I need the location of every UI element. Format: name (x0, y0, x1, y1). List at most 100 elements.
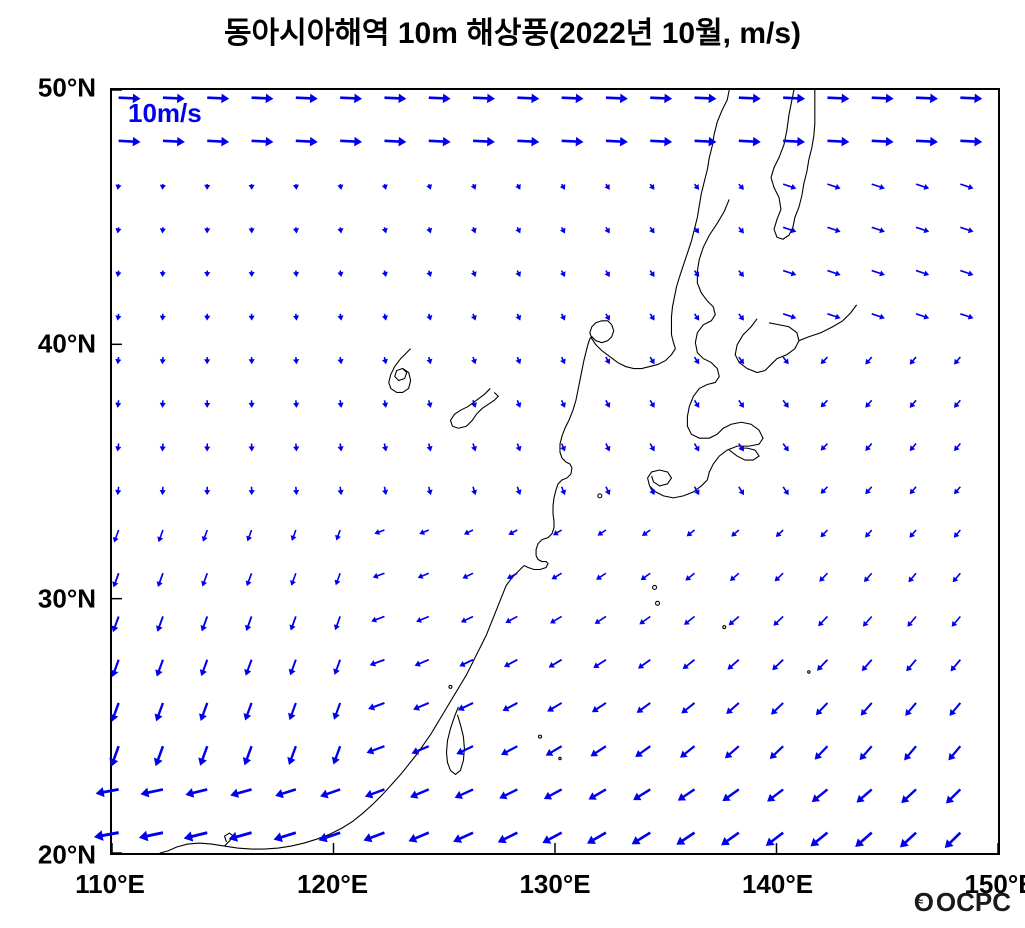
wind-arrow-head (443, 137, 451, 146)
wind-arrow-head (427, 490, 433, 496)
wind-arrow-head (249, 228, 255, 233)
wind-arrow-head (382, 490, 388, 495)
wind-arrow-head (293, 446, 299, 451)
wind-arrow-head (115, 315, 121, 320)
x-tick-label-120: 120°E (297, 869, 368, 900)
x-tick-label-140: 140°E (742, 869, 813, 900)
wind-arrow-head (221, 137, 229, 146)
wind-arrow-head (797, 94, 805, 103)
wind-arrow-head (185, 788, 194, 797)
wind-arrow-head (354, 94, 362, 103)
wind-arrow-head (293, 490, 299, 495)
wind-arrow-head (354, 137, 362, 146)
wind-arrow-layer (112, 90, 998, 853)
wind-arrow-head (398, 94, 406, 103)
wind-arrow-head (293, 315, 299, 320)
wind-arrow-head (266, 94, 274, 103)
wind-arrow-head (337, 359, 343, 364)
wind-arrow-head (337, 228, 343, 233)
wind-arrow-head (487, 137, 495, 146)
wind-arrow-head (337, 315, 343, 320)
wind-arrow-head (204, 446, 210, 451)
wind-arrow-head (160, 228, 166, 233)
wind-arrow-head (160, 315, 166, 320)
wind-arrow-head (115, 403, 121, 408)
wind-arrow-head (160, 359, 166, 364)
wind-arrow-head (229, 832, 238, 842)
wind-arrow-head (204, 403, 210, 408)
wind-arrow-head (249, 185, 255, 190)
wind-arrow-head (337, 184, 343, 189)
wind-arrow-head (293, 272, 299, 277)
wind-arrow-head (230, 789, 239, 798)
wind-arrow-head (204, 228, 210, 233)
wind-arrow-head (249, 446, 255, 451)
wind-arrow-head (620, 94, 628, 103)
wind-arrow-head (930, 137, 938, 146)
wind-arrow-head (140, 788, 149, 798)
wind-arrow-head (487, 94, 495, 103)
wind-arrow-head (293, 228, 299, 233)
wind-arrow-head (382, 271, 388, 277)
wind-arrow-head (115, 184, 121, 189)
wind-arrow-head (576, 94, 584, 103)
wind-arrow-head (930, 94, 938, 103)
wave-icon: ≈ (917, 897, 923, 908)
wind-arrow-head (160, 490, 166, 495)
wind-arrow-head (115, 228, 121, 233)
wind-arrow-head (204, 185, 210, 190)
wind-arrow-head (337, 272, 343, 277)
y-tick-label-40: 40°N (1, 328, 96, 359)
wind-arrow-head (338, 402, 344, 407)
wind-arrow-head (427, 402, 433, 408)
wind-arrow-head (382, 184, 388, 190)
wind-arrow-head (249, 316, 255, 321)
wind-arrow-head (531, 137, 539, 146)
wind-arrow-head (115, 359, 121, 364)
wind-arrow-head (177, 137, 185, 146)
wind-arrow-head (221, 94, 229, 103)
wind-arrow-head (797, 137, 805, 146)
wind-arrow-head (160, 272, 166, 277)
chart-title: 동아시아해역 10m 해상풍(2022년 10월, m/s) (0, 8, 1025, 52)
wind-arrow-head (709, 94, 717, 103)
plot-area (110, 88, 1000, 855)
y-tick-label-30: 30°N (1, 584, 96, 615)
logo-text: OCPC (936, 887, 1011, 918)
wind-arrow-head (753, 137, 761, 146)
wind-arrow-head (886, 137, 894, 146)
legend-speed-label: 10m/s (128, 98, 202, 129)
wind-arrow-head (382, 359, 388, 365)
wind-arrow-head (841, 137, 849, 146)
wind-arrow-head (160, 446, 166, 451)
wind-arrow-head (382, 315, 388, 321)
wind-arrow-head (310, 94, 318, 103)
wind-arrow-head (841, 94, 849, 103)
wind-arrow-head (382, 402, 388, 408)
y-tick-label-20: 20°N (1, 840, 96, 871)
wind-arrow-head (338, 446, 344, 451)
wind-arrow-head (249, 272, 255, 277)
wind-arrow-head (160, 185, 166, 190)
wind-arrow-head (249, 359, 255, 364)
wind-arrow-head (620, 137, 628, 146)
wind-arrow-head (115, 272, 121, 277)
wind-arrow-head (398, 137, 406, 146)
wind-arrow-head (96, 787, 105, 797)
wind-arrow-head (266, 137, 274, 146)
wind-arrow-head (160, 403, 166, 408)
wind-arrow-head (204, 490, 210, 495)
wind-arrow-head (133, 137, 141, 146)
wind-arrow-head (664, 94, 672, 103)
wind-arrow-head (204, 316, 210, 321)
wind-arrow-head (664, 137, 672, 146)
wind-arrow-head (204, 359, 210, 364)
wind-arrow-head (293, 359, 299, 364)
wind-map-root: 동아시아해역 10m 해상풍(2022년 10월, m/s) (0, 0, 1025, 928)
wind-arrow-head (974, 137, 982, 146)
wind-arrow-head (443, 94, 451, 103)
wind-arrow-head (115, 490, 121, 495)
wind-arrow-head (531, 94, 539, 103)
wind-arrow-head (139, 831, 149, 841)
wind-arrow-head (576, 137, 584, 146)
